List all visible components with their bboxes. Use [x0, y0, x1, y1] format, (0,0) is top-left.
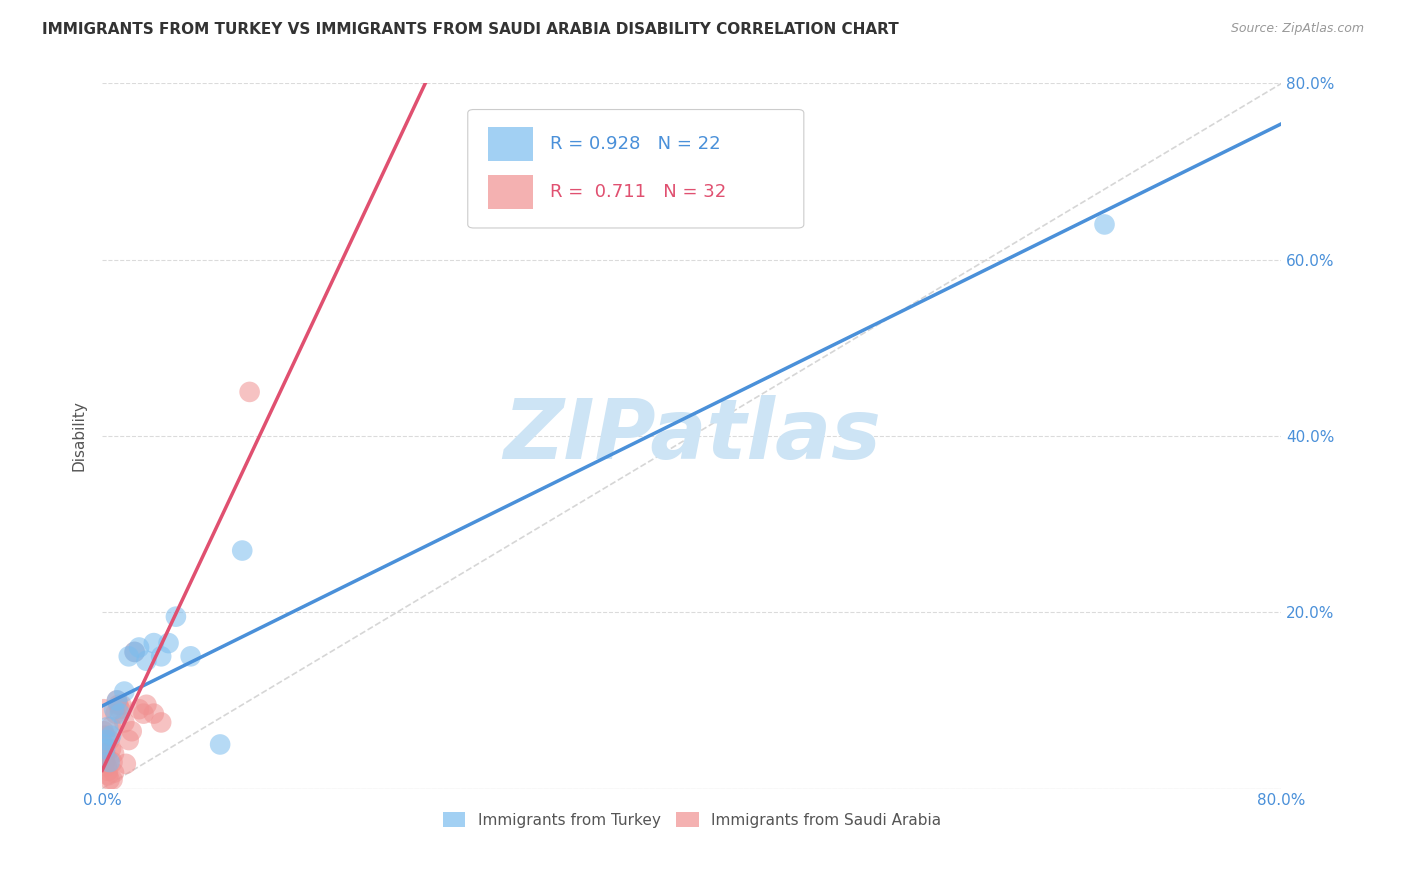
Point	[93, 738, 115, 752]
Point	[103, 746, 125, 760]
Point	[93, 702, 115, 716]
Legend: Immigrants from Turkey, Immigrants from Saudi Arabia: Immigrants from Turkey, Immigrants from …	[436, 805, 948, 834]
Point	[118, 649, 141, 664]
Point	[114, 756, 136, 771]
Point	[165, 609, 187, 624]
Point	[108, 706, 131, 721]
Point	[1094, 218, 1116, 232]
Point	[96, 733, 118, 747]
Point	[107, 698, 129, 712]
Text: R = 0.928   N = 22: R = 0.928 N = 22	[550, 135, 721, 153]
Point	[150, 649, 173, 664]
Point	[93, 724, 115, 739]
Point	[100, 720, 122, 734]
Point	[112, 715, 135, 730]
Point	[105, 693, 128, 707]
FancyBboxPatch shape	[468, 110, 804, 228]
Point	[98, 733, 121, 747]
Point	[128, 702, 150, 716]
Point	[96, 759, 118, 773]
Point	[97, 764, 120, 778]
Point	[108, 702, 131, 716]
Point	[96, 750, 118, 764]
Point	[135, 654, 157, 668]
Text: R =  0.711   N = 32: R = 0.711 N = 32	[550, 183, 727, 201]
Point	[135, 698, 157, 712]
Point	[97, 768, 120, 782]
Point	[209, 738, 232, 752]
Point	[231, 543, 253, 558]
Point	[150, 715, 173, 730]
Bar	[488, 175, 533, 209]
Point	[94, 746, 117, 760]
Bar	[488, 128, 533, 161]
Y-axis label: Disability: Disability	[72, 401, 86, 471]
Point	[103, 702, 125, 716]
Point	[239, 384, 262, 399]
Point	[98, 755, 121, 769]
Point	[94, 742, 117, 756]
Point	[110, 698, 132, 712]
Point	[121, 724, 143, 739]
Point	[98, 772, 121, 787]
Point	[100, 742, 122, 756]
Point	[101, 755, 124, 769]
Point	[105, 693, 128, 707]
Point	[104, 706, 127, 721]
Point	[142, 706, 165, 721]
Point	[142, 636, 165, 650]
Point	[124, 645, 146, 659]
Point	[94, 729, 117, 743]
Point	[157, 636, 180, 650]
Text: ZIPatlas: ZIPatlas	[503, 395, 880, 476]
Text: IMMIGRANTS FROM TURKEY VS IMMIGRANTS FROM SAUDI ARABIA DISABILITY CORRELATION CH: IMMIGRANTS FROM TURKEY VS IMMIGRANTS FRO…	[42, 22, 898, 37]
Point	[132, 706, 155, 721]
Point	[94, 755, 117, 769]
Point	[128, 640, 150, 655]
Point	[124, 645, 146, 659]
Point	[118, 733, 141, 747]
Point	[112, 684, 135, 698]
Point	[100, 729, 122, 743]
Point	[103, 765, 125, 780]
Point	[101, 772, 124, 787]
Point	[180, 649, 202, 664]
Point	[97, 720, 120, 734]
Text: Source: ZipAtlas.com: Source: ZipAtlas.com	[1230, 22, 1364, 36]
